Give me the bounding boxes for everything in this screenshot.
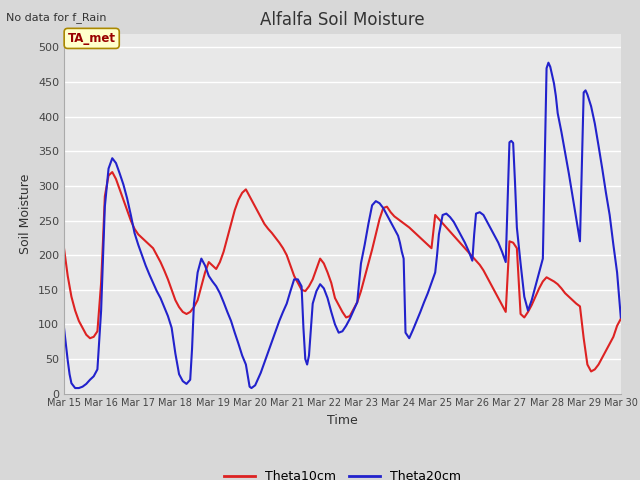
Theta20cm xyxy=(543,65,550,71)
Theta20cm xyxy=(60,325,68,331)
Theta10cm xyxy=(476,262,484,268)
Theta20cm xyxy=(595,143,602,149)
Legend: Theta10cm, Theta20cm: Theta10cm, Theta20cm xyxy=(219,465,466,480)
Theta20cm xyxy=(511,180,519,185)
Theta20cm xyxy=(545,60,552,66)
Theta10cm xyxy=(108,169,116,175)
Line: Theta10cm: Theta10cm xyxy=(64,172,621,372)
Theta20cm xyxy=(71,385,79,391)
Theta10cm xyxy=(539,278,547,284)
Theta20cm xyxy=(287,288,294,294)
Theta20cm xyxy=(617,314,625,320)
X-axis label: Time: Time xyxy=(327,414,358,427)
Theta20cm xyxy=(216,290,224,296)
Theta10cm xyxy=(413,231,420,237)
Line: Theta20cm: Theta20cm xyxy=(64,63,621,388)
Theta10cm xyxy=(617,316,625,322)
Theta10cm xyxy=(60,245,68,251)
Theta10cm xyxy=(516,311,524,317)
Title: Alfalfa Soil Moisture: Alfalfa Soil Moisture xyxy=(260,11,425,29)
Theta10cm xyxy=(253,207,261,213)
Theta20cm xyxy=(506,139,513,145)
Theta10cm xyxy=(250,200,257,206)
Y-axis label: Soil Moisture: Soil Moisture xyxy=(19,173,33,254)
Text: No data for f_Rain: No data for f_Rain xyxy=(6,12,107,23)
Theta10cm xyxy=(588,369,595,374)
Text: TA_met: TA_met xyxy=(68,32,116,45)
